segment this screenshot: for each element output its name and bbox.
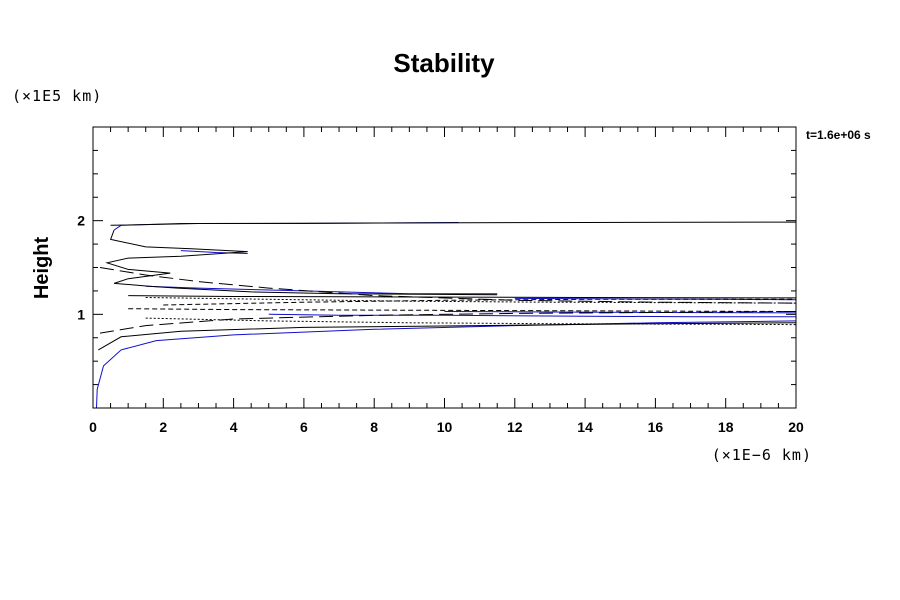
contour-line-0: [96, 320, 797, 409]
x-unit-label: (×1E−6 km): [712, 446, 812, 464]
x-tick-label: 0: [89, 419, 97, 435]
contour-line-9: [98, 322, 797, 351]
x-tick-label: 10: [437, 419, 453, 435]
y-unit-label: (×1E5 km): [12, 87, 102, 105]
y-tick-label: 2: [77, 213, 85, 229]
x-tick-label: 8: [370, 419, 378, 435]
contour-line-4: [268, 313, 796, 318]
x-tick-label: 18: [718, 419, 734, 435]
contour-line-10: [128, 295, 797, 299]
x-tick-label: 4: [230, 419, 238, 435]
x-tick-label: 14: [577, 419, 593, 435]
time-annotation: t=1.6e+06 s: [806, 128, 871, 142]
contour-line-7: [110, 221, 797, 226]
plot-frame: [92, 126, 797, 409]
y-axis-label: Height: [31, 237, 53, 300]
chart-title: Stability: [393, 48, 495, 78]
contour-line-3: [145, 285, 498, 295]
x-tick-label: 6: [300, 419, 308, 435]
contour-line-13: [128, 308, 797, 312]
x-tick-label: 16: [648, 419, 664, 435]
contour-line-2: [180, 250, 248, 254]
contour-line-5: [514, 297, 797, 301]
contour-line-14: [163, 298, 796, 306]
axis-ticks: [92, 126, 797, 409]
contour-line-11: [99, 267, 797, 304]
x-tick-label: 12: [507, 419, 523, 435]
x-tick-label: 20: [788, 419, 804, 435]
contour-lines: [96, 221, 797, 409]
y-tick-label: 1: [77, 306, 85, 322]
x-tick-label: 2: [159, 419, 167, 435]
contour-line-6: [444, 311, 797, 314]
contour-line-12: [99, 311, 797, 334]
contour-line-8: [105, 229, 498, 296]
